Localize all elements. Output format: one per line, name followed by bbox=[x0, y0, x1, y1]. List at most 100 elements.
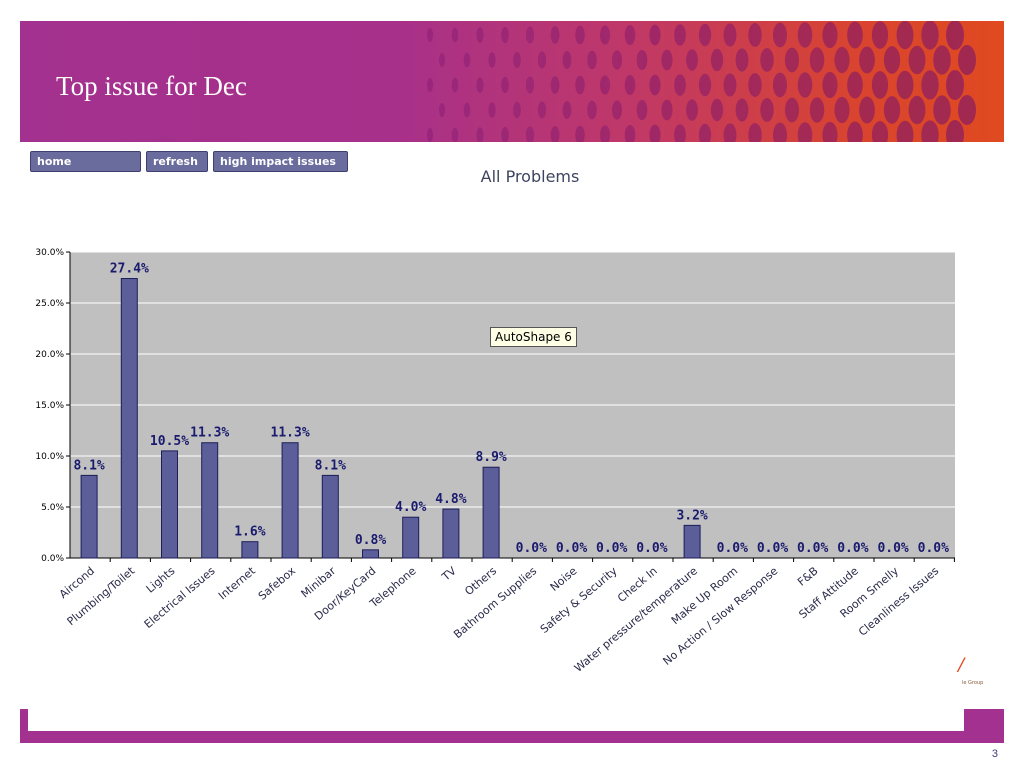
y-tick-label: 30.0% bbox=[35, 248, 64, 258]
high-impact-issues-button[interactable]: high impact issues bbox=[213, 151, 348, 172]
header-pattern-oval bbox=[476, 77, 484, 93]
bar bbox=[161, 450, 178, 559]
header-pattern-oval bbox=[773, 122, 787, 142]
header-pattern-oval bbox=[921, 21, 939, 50]
header-pattern-oval bbox=[575, 125, 585, 142]
footer-left-accent bbox=[20, 709, 28, 743]
header-pattern-oval bbox=[525, 26, 535, 44]
data-label: 10.5% bbox=[150, 434, 189, 449]
header-pattern-oval bbox=[427, 78, 433, 92]
header-pattern-oval bbox=[748, 123, 762, 142]
header-pattern-oval bbox=[550, 126, 560, 142]
footer-bar bbox=[20, 731, 1004, 743]
data-label: 8.1% bbox=[315, 458, 346, 473]
data-label: 11.3% bbox=[271, 426, 310, 441]
header-pattern-oval bbox=[958, 95, 976, 125]
header-pattern-oval bbox=[525, 126, 535, 142]
header-pattern-oval bbox=[612, 100, 622, 120]
header-pattern-oval bbox=[698, 73, 712, 97]
page-number: 3 bbox=[991, 748, 998, 760]
x-tick-label: F&B bbox=[795, 564, 821, 588]
bar-chart: 0.0%5.0%10.0%15.0%20.0%25.0%30.0%8.1%Air… bbox=[35, 248, 955, 675]
header-pattern-oval bbox=[636, 49, 648, 71]
chart-title: All Problems bbox=[480, 167, 580, 186]
header-pattern-oval bbox=[735, 98, 749, 122]
header-pattern-oval bbox=[661, 99, 673, 121]
header-pattern-oval bbox=[822, 21, 838, 49]
header-pattern-oval bbox=[698, 123, 712, 142]
header-pattern-oval bbox=[760, 98, 774, 122]
header-pattern-oval bbox=[748, 23, 762, 47]
header-pattern-oval bbox=[575, 75, 585, 95]
header-pattern-oval bbox=[624, 124, 636, 142]
header-pattern-oval bbox=[501, 76, 509, 94]
data-label: 3.2% bbox=[676, 508, 707, 523]
y-tick-label: 20.0% bbox=[35, 350, 64, 360]
data-label: 0.0% bbox=[556, 541, 587, 556]
header-pattern-oval bbox=[946, 21, 964, 50]
header-pattern-oval bbox=[600, 75, 610, 95]
header-pattern-oval bbox=[883, 46, 901, 74]
bar bbox=[241, 541, 259, 559]
header-pattern-oval bbox=[859, 96, 875, 124]
header-pattern-oval bbox=[723, 123, 737, 142]
data-label: 0.0% bbox=[636, 541, 667, 556]
header-pattern-oval bbox=[785, 97, 799, 123]
header-pattern-oval bbox=[871, 121, 889, 142]
header-pattern-oval bbox=[908, 45, 926, 75]
header-pattern-oval bbox=[773, 22, 787, 48]
bar bbox=[80, 474, 98, 559]
header-pattern-oval bbox=[476, 127, 484, 142]
header-pattern-oval bbox=[760, 48, 774, 72]
header-pattern-oval bbox=[933, 95, 951, 125]
x-tick-label: Internet bbox=[216, 564, 258, 602]
x-tick-label: Others bbox=[462, 564, 499, 598]
header-pattern-oval bbox=[847, 121, 863, 142]
header-pattern-oval bbox=[797, 72, 813, 98]
y-tick-label: 0.0% bbox=[41, 554, 64, 564]
header-pattern-oval bbox=[785, 47, 799, 73]
data-label: 0.0% bbox=[797, 541, 828, 556]
header-pattern-oval bbox=[958, 45, 976, 75]
header-pattern-oval bbox=[946, 70, 964, 100]
header-pattern-oval bbox=[723, 73, 737, 97]
data-label: 11.3% bbox=[190, 426, 229, 441]
header-pattern-oval bbox=[501, 126, 509, 142]
header-pattern-oval bbox=[488, 52, 496, 68]
data-label: 27.4% bbox=[110, 262, 149, 277]
header-pattern-oval bbox=[537, 101, 547, 119]
slide-header: Top issue for Dec bbox=[20, 21, 1004, 142]
x-tick-label: Safety & Security bbox=[538, 564, 620, 636]
header-pattern-oval bbox=[439, 53, 445, 67]
header-pattern-oval bbox=[562, 101, 572, 119]
bar bbox=[201, 442, 219, 559]
header-pattern-oval bbox=[513, 51, 521, 69]
data-label: 0.0% bbox=[757, 541, 788, 556]
header-pattern-oval bbox=[476, 27, 484, 43]
home-button[interactable]: home bbox=[30, 151, 141, 172]
bar bbox=[362, 549, 379, 559]
header-pattern-oval bbox=[834, 46, 850, 74]
refresh-button[interactable]: refresh bbox=[146, 151, 208, 172]
data-label: 8.9% bbox=[475, 450, 506, 465]
header-pattern-oval bbox=[649, 124, 661, 142]
header-pattern-oval bbox=[921, 120, 939, 142]
header-pattern-oval bbox=[871, 71, 889, 99]
header-pattern-oval bbox=[612, 50, 622, 70]
header-pattern-oval bbox=[451, 27, 459, 43]
header-pattern-oval bbox=[674, 24, 686, 46]
data-label: 0.0% bbox=[516, 541, 547, 556]
header-pattern-oval bbox=[797, 22, 813, 48]
header-pattern-oval bbox=[427, 128, 433, 142]
x-tick-label: Lights bbox=[144, 564, 178, 595]
header-pattern-oval bbox=[933, 45, 951, 75]
header-pattern-oval bbox=[921, 70, 939, 100]
header-pattern-oval bbox=[847, 71, 863, 99]
header-pattern-oval bbox=[834, 96, 850, 124]
header-pattern-oval bbox=[649, 24, 661, 46]
header-pattern-oval bbox=[859, 46, 875, 74]
x-tick-label: Plumbing/Toilet bbox=[65, 564, 138, 628]
header-pattern-oval bbox=[809, 97, 825, 123]
header-pattern-oval bbox=[674, 74, 686, 96]
header-pattern-oval bbox=[587, 100, 597, 120]
